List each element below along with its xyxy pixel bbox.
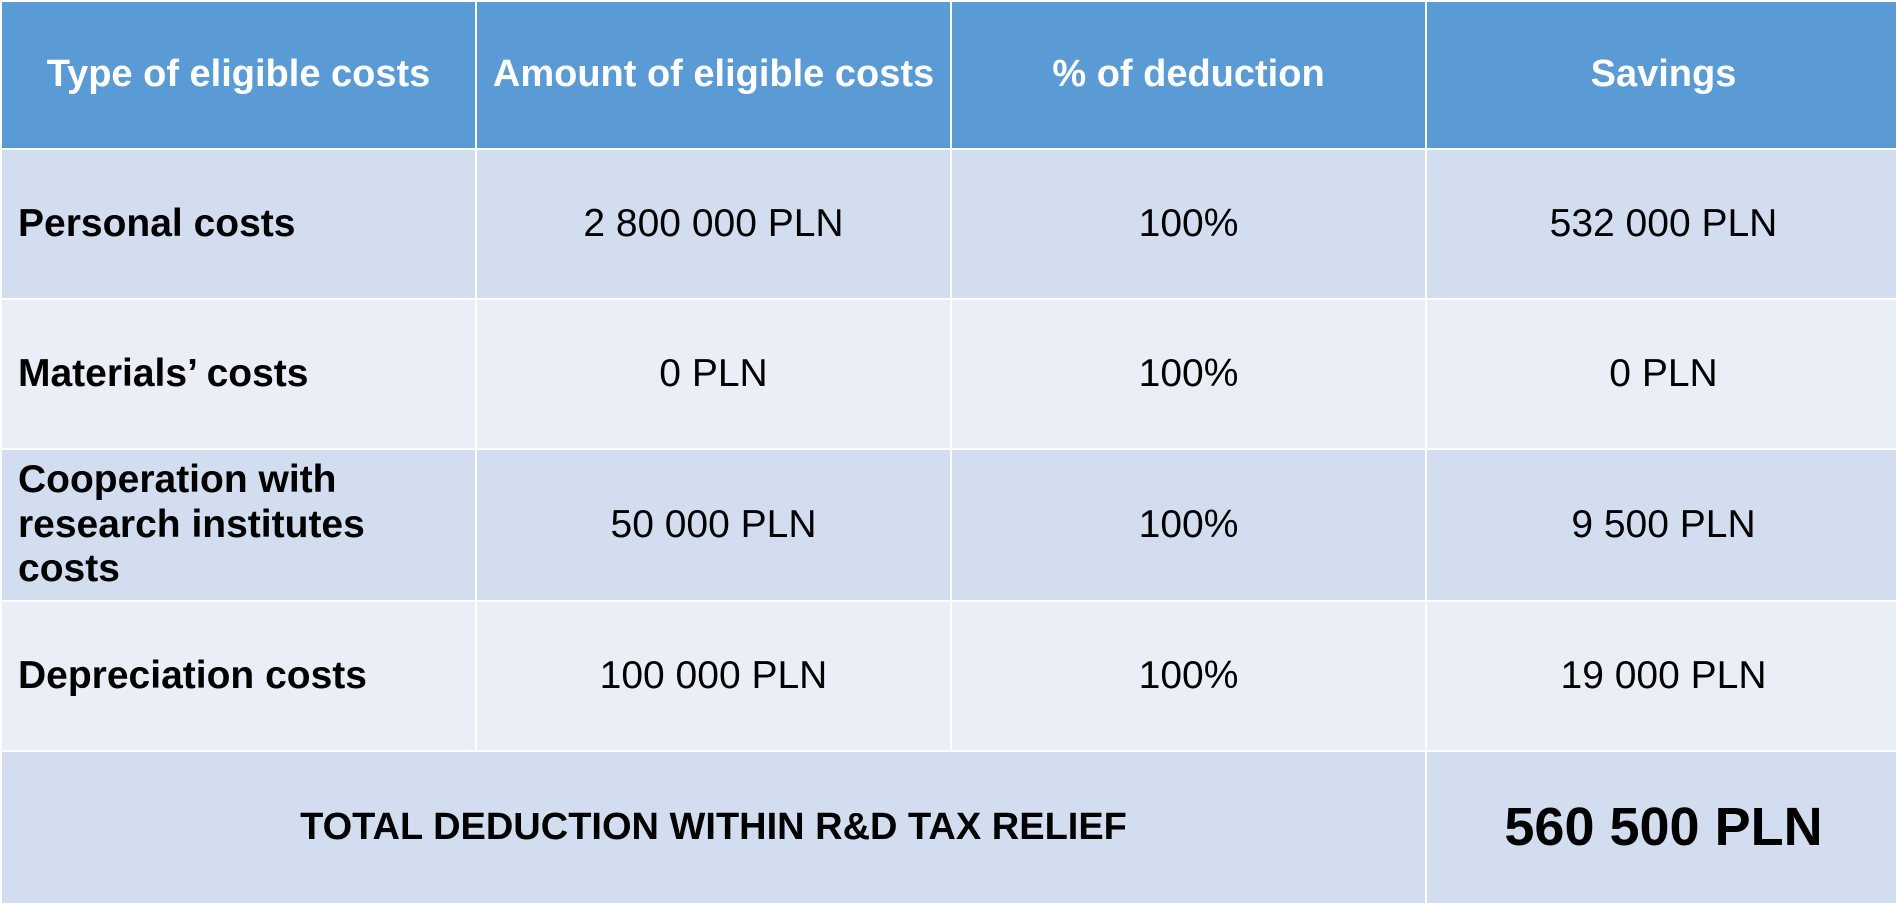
header-type: Type of eligible costs	[2, 2, 475, 148]
row-materials-savings: 0 PLN	[1427, 300, 1896, 448]
header-deduction: % of deduction	[952, 2, 1425, 148]
header-amount: Amount of eligible costs	[477, 2, 950, 148]
row-personal-savings: 532 000 PLN	[1427, 150, 1896, 298]
row-personal-amount: 2 800 000 PLN	[477, 150, 950, 298]
row-materials-type: Materials’ costs	[2, 300, 475, 448]
row-depreciation-type: Depreciation costs	[2, 602, 475, 750]
row-depreciation-amount: 100 000 PLN	[477, 602, 950, 750]
row-cooperation-type: Cooperation with research institutes cos…	[2, 450, 475, 600]
row-materials-deduction: 100%	[952, 300, 1425, 448]
row-cooperation-savings: 9 500 PLN	[1427, 450, 1896, 600]
row-depreciation-deduction: 100%	[952, 602, 1425, 750]
row-depreciation-savings: 19 000 PLN	[1427, 602, 1896, 750]
total-label: TOTAL DEDUCTION WITHIN R&D TAX RELIEF	[2, 752, 1425, 903]
header-savings: Savings	[1427, 2, 1896, 148]
total-value: 560 500 PLN	[1427, 752, 1896, 903]
row-materials-amount: 0 PLN	[477, 300, 950, 448]
row-cooperation-deduction: 100%	[952, 450, 1425, 600]
row-personal-deduction: 100%	[952, 150, 1425, 298]
row-personal-type: Personal costs	[2, 150, 475, 298]
row-cooperation-amount: 50 000 PLN	[477, 450, 950, 600]
